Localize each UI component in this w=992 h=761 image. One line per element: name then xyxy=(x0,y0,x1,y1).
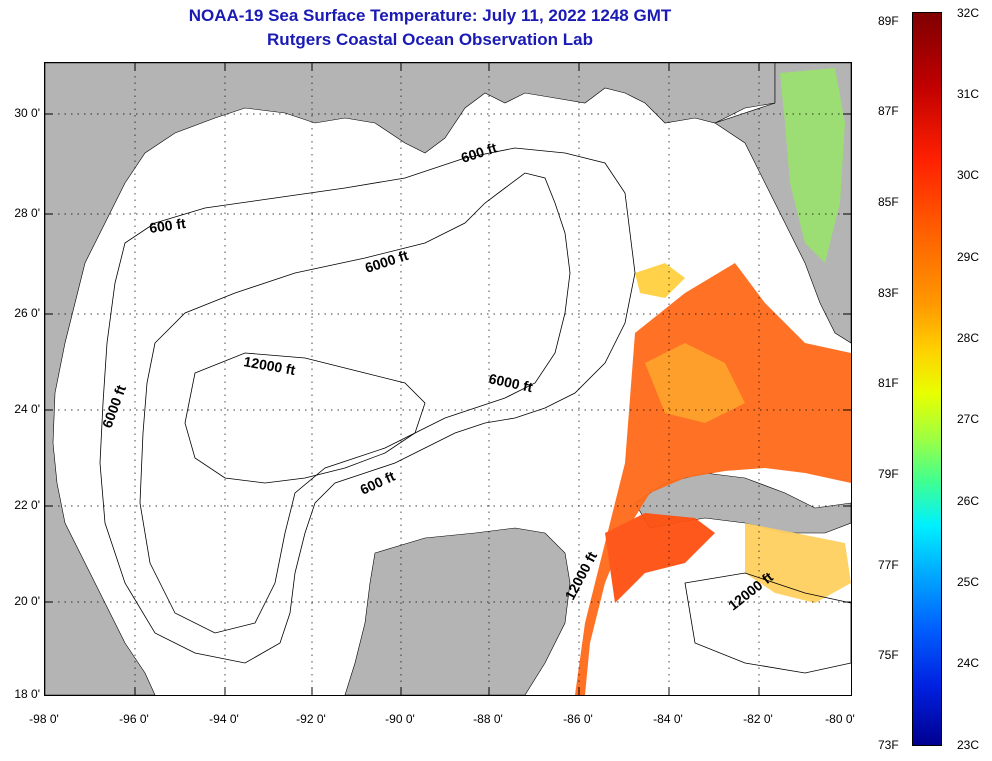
colorbar-c-label: 27C xyxy=(957,412,980,426)
map-title: NOAA-19 Sea Surface Temperature: July 11… xyxy=(188,6,672,25)
colorbar-c-label: 28C xyxy=(957,331,980,345)
lon-label: -88 0' xyxy=(473,712,503,726)
contour-label-6000-west: 6000 ft xyxy=(99,383,129,430)
lat-label: 26 0' xyxy=(14,306,40,320)
colorbar-f-label: 89F xyxy=(878,14,899,28)
contour-12000 xyxy=(184,352,426,484)
land-north-west xyxy=(45,63,851,695)
map-canvas: 600 ft 600 ft 6000 ft 6000 ft 6000 ft 12… xyxy=(45,63,851,695)
lon-label: -80 0' xyxy=(825,712,855,726)
lon-label: -94 0' xyxy=(209,712,239,726)
colorbar-f-label: 77F xyxy=(878,558,899,572)
colorbar-f-label: 75F xyxy=(878,648,899,662)
contour-label-6000-north: 6000 ft xyxy=(363,247,410,276)
colorbar-c-label: 29C xyxy=(957,250,980,264)
colorbar-f-label: 73F xyxy=(878,738,899,752)
sst-patch-1 xyxy=(645,343,745,423)
contour-label-600-north: 600 ft xyxy=(459,139,499,166)
lon-label: -82 0' xyxy=(743,712,773,726)
lon-label: -92 0' xyxy=(296,712,326,726)
colorbar-c-label: 24C xyxy=(957,656,980,670)
sst-patch-3 xyxy=(635,263,685,298)
colorbar-c-label: 30C xyxy=(957,168,980,182)
lat-label: 18 0' xyxy=(14,687,40,701)
sst-florida-strip xyxy=(780,68,845,263)
grid xyxy=(45,63,851,695)
land-yucatan xyxy=(344,527,571,695)
sst-patch-2 xyxy=(605,513,715,603)
map-subtitle: Rutgers Coastal Ocean Observation Lab xyxy=(267,30,593,49)
sst-eastern-swath xyxy=(575,263,851,695)
lon-label: -84 0' xyxy=(653,712,683,726)
colorbar-c-label: 31C xyxy=(957,87,980,101)
lat-label: 22 0' xyxy=(14,498,40,512)
colorbar-c-label: 23C xyxy=(957,738,980,752)
colorbar-c-label: 26C xyxy=(957,494,980,508)
lat-label: 28 0' xyxy=(14,206,40,220)
colorbar-c-label: 25C xyxy=(957,575,980,589)
colorbar-f-label: 87F xyxy=(878,104,899,118)
contour-600 xyxy=(99,147,636,664)
sst-keys-patch xyxy=(745,523,851,603)
temperature-colorbar xyxy=(912,12,942,746)
colorbar-f-label: 81F xyxy=(878,376,899,390)
contours xyxy=(99,147,851,674)
lon-label: -86 0' xyxy=(563,712,593,726)
colorbar-c-label: 32C xyxy=(957,6,980,20)
lon-label: -90 0' xyxy=(385,712,415,726)
lon-label: -96 0' xyxy=(119,712,149,726)
contour-label-6000-east: 6000 ft xyxy=(487,370,534,395)
contour-6000 xyxy=(139,172,571,634)
lat-label: 20 0' xyxy=(14,594,40,608)
sst-map[interactable]: 600 ft 600 ft 6000 ft 6000 ft 6000 ft 12… xyxy=(44,62,852,696)
colorbar-f-label: 85F xyxy=(878,195,899,209)
contour-label-600-south: 600 ft xyxy=(358,468,398,498)
colorbar-f-label: 79F xyxy=(878,467,899,481)
lat-label: 30 0' xyxy=(14,106,40,120)
contour-label-600-west: 600 ft xyxy=(148,215,187,236)
colorbar-f-label: 83F xyxy=(878,286,899,300)
contour-east-12000 xyxy=(684,572,851,674)
sst-swath xyxy=(575,68,851,695)
lon-label: -98 0' xyxy=(29,712,59,726)
lat-label: 24 0' xyxy=(14,402,40,416)
ticks xyxy=(45,63,851,695)
